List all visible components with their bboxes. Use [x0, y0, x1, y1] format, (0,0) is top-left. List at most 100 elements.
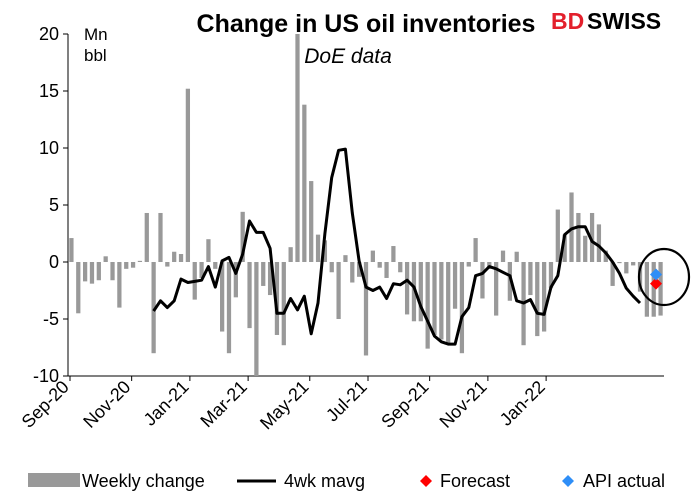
bar	[350, 262, 355, 283]
bar	[165, 262, 170, 267]
bar	[446, 262, 451, 343]
y-tick-label: -5	[43, 309, 59, 329]
x-tick-label: Sep-21	[377, 377, 432, 432]
bar	[151, 262, 156, 354]
bar	[377, 262, 382, 268]
bar	[617, 262, 622, 264]
bar	[432, 262, 437, 335]
bar	[329, 262, 334, 273]
y-tick-label: 5	[49, 195, 59, 215]
bar	[267, 262, 273, 296]
bar	[309, 181, 314, 262]
y-tick-label: 0	[49, 252, 59, 272]
bar	[583, 235, 588, 262]
brand-swiss-text: SWISS	[587, 8, 661, 34]
bar	[117, 262, 122, 308]
bar	[206, 239, 211, 262]
bar	[172, 251, 177, 262]
x-tick-label: May-21	[256, 377, 313, 434]
bar	[213, 262, 218, 269]
bar	[233, 262, 238, 298]
y-tick-label: 10	[39, 138, 59, 158]
bar	[130, 262, 136, 268]
bar	[295, 34, 300, 262]
bar	[658, 262, 663, 316]
bar	[528, 262, 533, 296]
bar	[452, 262, 458, 309]
api-actual-point	[650, 268, 662, 281]
bar	[124, 262, 129, 269]
bar	[137, 260, 143, 262]
bar	[480, 262, 485, 299]
bar	[144, 212, 149, 262]
bar	[158, 212, 163, 262]
bar	[281, 262, 286, 346]
bar	[103, 256, 108, 262]
bar	[514, 251, 519, 262]
bar	[336, 262, 341, 319]
bar	[651, 262, 656, 317]
bar	[69, 238, 74, 262]
bar	[603, 250, 608, 262]
brand-bd-text: BD	[551, 8, 584, 34]
y-tick-label: 20	[39, 24, 59, 44]
x-tick-label: Jan-21	[140, 377, 193, 430]
legend-label-weekly: Weekly change	[82, 471, 205, 491]
bar	[439, 262, 444, 340]
legend-label-forecast: Forecast	[440, 471, 510, 491]
bar	[535, 262, 540, 337]
bar	[363, 262, 369, 356]
forecast-point	[650, 277, 662, 290]
bar	[83, 262, 88, 282]
bar	[466, 262, 471, 267]
x-tick-label: Nov-20	[79, 377, 134, 432]
bar	[425, 262, 430, 349]
unit-label-line2: bbl	[84, 46, 107, 65]
bar	[596, 224, 602, 262]
bar	[569, 192, 574, 262]
bars-weekly-change	[69, 34, 663, 376]
bar	[178, 254, 184, 262]
bar	[274, 262, 280, 335]
bar	[473, 238, 478, 262]
x-tick-label: Mar-21	[196, 377, 250, 431]
bar	[384, 262, 389, 278]
bar	[418, 262, 423, 322]
bar	[254, 262, 259, 376]
bar	[240, 211, 245, 262]
y-tick-label: 15	[39, 81, 59, 101]
bar	[404, 262, 410, 315]
bar	[398, 262, 403, 273]
legend-label-api: API actual	[583, 471, 665, 491]
bar	[624, 262, 629, 274]
chart-subtitle: DoE data	[304, 45, 392, 68]
y-tick-label: -10	[33, 366, 59, 386]
bar	[322, 240, 328, 262]
x-tick-label: Jul-21	[322, 377, 371, 426]
bar	[562, 234, 567, 262]
legend-label-mavg: 4wk mavg	[284, 471, 365, 491]
bar	[391, 246, 396, 262]
bar	[500, 250, 506, 262]
bar	[541, 262, 547, 332]
bar	[589, 212, 595, 262]
bar	[631, 262, 636, 266]
bar	[343, 255, 348, 262]
bar	[555, 209, 560, 262]
bar	[226, 262, 232, 354]
bar	[315, 234, 321, 262]
mavg-line	[152, 147, 642, 346]
legend-swatch-api	[562, 475, 574, 487]
legend-swatch-forecast	[420, 475, 432, 487]
bar	[96, 262, 101, 281]
legend: Weekly change 4wk mavg Forecast API actual	[28, 471, 665, 491]
bar	[288, 247, 293, 262]
bar	[89, 262, 95, 284]
x-tick-label: Jan-22	[496, 377, 549, 430]
bar	[494, 262, 499, 316]
highlight-circle	[637, 247, 691, 307]
line-4wk-mavg	[152, 147, 642, 346]
brand-logo: BD SWISS	[551, 8, 661, 34]
unit-label-line1: Mn	[84, 25, 108, 44]
bar	[576, 212, 581, 262]
